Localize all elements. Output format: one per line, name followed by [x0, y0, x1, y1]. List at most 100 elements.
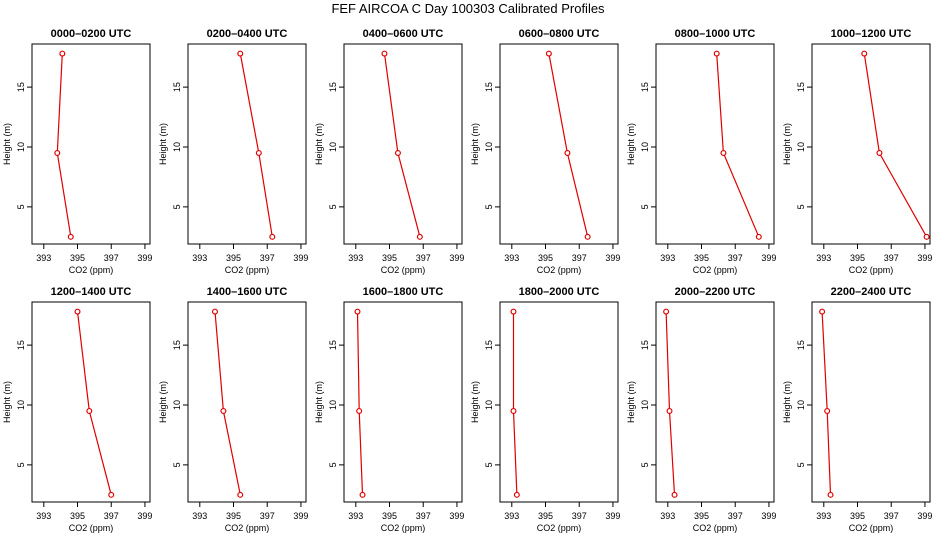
- x-axis-label: CO2 (ppm): [225, 265, 270, 275]
- x-tick-label: 397: [104, 511, 119, 521]
- data-point: [359, 491, 366, 498]
- y-tick-label: 10: [640, 142, 650, 152]
- data-point: [211, 308, 218, 315]
- data-point: [237, 50, 244, 57]
- profile-panel: 2200–2400 UTC 393 395 397 399 5 10 15 CO2 (ppm) H…: [782, 286, 932, 533]
- x-tick-label: 395: [70, 253, 85, 263]
- y-tick-label: 10: [796, 400, 806, 410]
- profile-panel: 0800–1000 UTC 393 395 397 399 5 10 15 CO2 (ppm) H…: [626, 28, 776, 275]
- y-tick-label: 5: [328, 204, 338, 209]
- x-tick-label: 397: [416, 253, 431, 263]
- x-tick-label: 397: [104, 253, 119, 263]
- y-axis-label: Height (m): [626, 123, 636, 165]
- profile-panel: 1600–1800 UTC 393 395 397 399 5 10 15 CO2 (ppm) H…: [314, 286, 464, 533]
- data-point: [819, 308, 826, 315]
- data-point: [67, 233, 74, 240]
- data-point: [827, 491, 834, 498]
- plot-frame: [31, 43, 151, 245]
- profile-line: [665, 311, 676, 495]
- x-tick-label: 397: [260, 253, 275, 263]
- x-tick-label: 399: [605, 511, 620, 521]
- data-point: [663, 308, 670, 315]
- data-point: [381, 50, 388, 57]
- y-tick-label: 5: [172, 204, 182, 209]
- plot-frame: [187, 301, 307, 503]
- x-tick-label: 397: [884, 511, 899, 521]
- panel-title: 1400–1600 UTC: [207, 286, 288, 298]
- x-tick-label: 393: [816, 511, 831, 521]
- y-tick-label: 10: [328, 142, 338, 152]
- plot-frame: [655, 43, 775, 245]
- data-point: [356, 407, 363, 414]
- x-tick-label: 397: [728, 253, 743, 263]
- x-tick-label: 399: [449, 511, 464, 521]
- y-axis-label: Height (m): [782, 381, 792, 423]
- data-point: [510, 308, 517, 315]
- y-axis-label: Height (m): [314, 381, 324, 423]
- y-tick-label: 15: [484, 340, 494, 350]
- panel-title: 1200–1400 UTC: [51, 286, 132, 298]
- x-tick-label: 393: [36, 511, 51, 521]
- data-point: [720, 149, 727, 156]
- data-point: [755, 233, 762, 240]
- x-tick-label: 395: [850, 511, 865, 521]
- panel-title: 1600–1800 UTC: [363, 286, 444, 298]
- x-axis-label: CO2 (ppm): [693, 265, 738, 275]
- plot-frame: [655, 301, 775, 503]
- x-tick-label: 395: [694, 253, 709, 263]
- data-point: [513, 491, 520, 498]
- x-tick-label: 393: [348, 253, 363, 263]
- y-tick-label: 15: [640, 340, 650, 350]
- data-point: [584, 233, 591, 240]
- data-point: [255, 149, 262, 156]
- x-tick-label: 399: [761, 511, 776, 521]
- y-axis-label: Height (m): [626, 381, 636, 423]
- y-axis-label: Height (m): [314, 123, 324, 165]
- profile-line: [383, 53, 421, 237]
- y-tick-label: 10: [172, 400, 182, 410]
- y-axis-label: Height (m): [2, 381, 12, 423]
- x-tick-label: 399: [293, 511, 308, 521]
- data-point: [108, 491, 115, 498]
- profile-line: [821, 311, 832, 495]
- y-tick-label: 10: [484, 142, 494, 152]
- x-tick-label: 397: [260, 511, 275, 521]
- profile-panel: 1800–2000 UTC 393 395 397 399 5 10 15 CO2 (ppm) H…: [470, 286, 620, 533]
- profile-panel: 1200–1400 UTC 393 395 397 399 5 10 15 CO2 (ppm) H…: [2, 286, 152, 533]
- y-tick-label: 15: [172, 82, 182, 92]
- panel-title: 0800–1000 UTC: [675, 28, 756, 40]
- profile-line: [56, 53, 72, 237]
- y-tick-label: 5: [796, 204, 806, 209]
- data-point: [876, 149, 883, 156]
- panel-title: 0400–0600 UTC: [363, 28, 444, 40]
- y-tick-label: 15: [640, 82, 650, 92]
- profile-panel: 1000–1200 UTC 393 395 397 399 5 10 15 CO2 (ppm) H…: [782, 28, 932, 275]
- y-tick-label: 5: [16, 462, 26, 467]
- x-tick-label: 397: [416, 511, 431, 521]
- x-tick-label: 393: [348, 511, 363, 521]
- x-tick-label: 393: [192, 511, 207, 521]
- y-tick-label: 10: [16, 142, 26, 152]
- y-tick-label: 5: [484, 204, 494, 209]
- panel-title: 0600–0800 UTC: [519, 28, 600, 40]
- panel-title: 1000–1200 UTC: [831, 28, 912, 40]
- panel-title: 0200–0400 UTC: [207, 28, 288, 40]
- y-axis-label: Height (m): [470, 123, 480, 165]
- y-tick-label: 15: [796, 82, 806, 92]
- data-point: [220, 407, 227, 414]
- profile-line: [239, 53, 273, 237]
- x-tick-label: 393: [36, 253, 51, 263]
- x-tick-label: 393: [504, 511, 519, 521]
- plot-frame: [811, 43, 931, 245]
- plot-frame: [811, 301, 931, 503]
- x-tick-label: 399: [917, 511, 932, 521]
- y-tick-label: 15: [328, 82, 338, 92]
- plot-frame: [31, 301, 151, 503]
- y-tick-label: 15: [796, 340, 806, 350]
- x-axis-label: CO2 (ppm): [849, 523, 894, 533]
- profile-panel: 0600–0800 UTC 393 395 397 399 5 10 15 CO2 (ppm) H…: [470, 28, 620, 275]
- y-axis-label: Height (m): [158, 381, 168, 423]
- data-point: [671, 491, 678, 498]
- y-tick-label: 10: [172, 142, 182, 152]
